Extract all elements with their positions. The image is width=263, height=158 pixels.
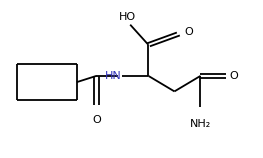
Text: HN: HN [105, 71, 122, 81]
Text: O: O [92, 115, 101, 125]
Text: HO: HO [119, 12, 136, 22]
Text: NH₂: NH₂ [190, 119, 211, 129]
Text: O: O [185, 27, 194, 37]
Text: O: O [229, 71, 238, 81]
